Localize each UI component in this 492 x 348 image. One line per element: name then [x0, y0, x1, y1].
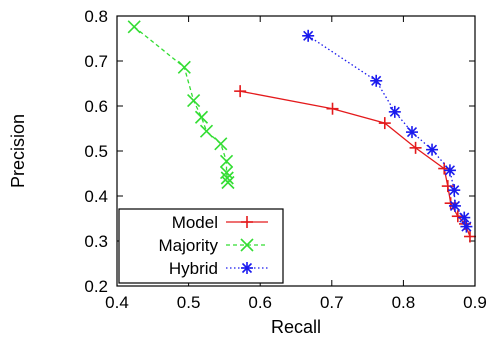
hybrid-data-point — [388, 105, 401, 118]
hybrid-data-point — [370, 74, 383, 87]
x-axis-title: Recall — [271, 317, 321, 337]
y-tick-label: 0.7 — [84, 52, 108, 71]
majority-series-line — [133, 26, 229, 183]
x-tick-label: 0.6 — [248, 293, 272, 312]
hybrid-data-point — [443, 164, 456, 177]
model-data-point — [378, 117, 391, 130]
y-tick-label: 0.8 — [84, 7, 108, 26]
legend-label-model: Model — [172, 213, 218, 232]
hybrid-data-point — [426, 143, 439, 156]
hybrid-data-point — [460, 220, 473, 233]
hybrid-series-line — [307, 35, 468, 227]
legend-marker-majority — [240, 238, 254, 252]
majority-data-point — [214, 137, 228, 151]
x-tick-label: 0.8 — [392, 293, 416, 312]
legend: Model Majority Hybrid — [118, 208, 284, 284]
plot-frame — [116, 15, 476, 287]
legend-label-hybrid: Hybrid — [169, 259, 218, 278]
majority-data-point — [221, 175, 235, 190]
series-layer — [127, 20, 476, 243]
tick-label-layer: 0.4 0.5 0.6 0.7 0.8 0.9 0.2 0.3 0.4 0.5 0.6 0.7 0.8 — [84, 7, 486, 312]
model-data-point — [409, 141, 422, 154]
x-tick-label: 0.7 — [320, 293, 344, 312]
model-data-point — [463, 230, 476, 243]
majority-data-point — [219, 154, 234, 168]
hybrid-data-point — [448, 199, 461, 212]
majority-data-point — [220, 171, 234, 185]
legend-marker-hybrid — [241, 262, 253, 274]
hybrid-data-point — [458, 211, 471, 224]
y-tick-label: 0.2 — [84, 277, 108, 296]
legend-marker-model — [241, 216, 253, 228]
legend-label-majority: Majority — [158, 236, 218, 255]
majority-data-point — [199, 124, 214, 138]
model-data-point — [441, 180, 454, 193]
x-tick-label: 0.9 — [463, 293, 487, 312]
model-data-point — [234, 85, 247, 98]
hybrid-data-point — [302, 29, 315, 42]
legend-box — [118, 208, 284, 284]
y-axis-title: Precision — [8, 114, 28, 188]
majority-data-point — [187, 94, 201, 108]
y-tick-label: 0.5 — [84, 142, 108, 161]
y-tick-label: 0.3 — [84, 232, 108, 251]
majority-data-point — [194, 110, 209, 124]
y-tick-label: 0.6 — [84, 97, 108, 116]
model-data-point — [326, 102, 339, 115]
x-tick-label: 0.4 — [105, 293, 129, 312]
x-tick-label: 0.5 — [177, 293, 201, 312]
y-tick-label: 0.4 — [84, 187, 108, 206]
majority-data-point — [127, 20, 141, 34]
hybrid-data-point — [405, 126, 418, 139]
majority-data-point — [177, 60, 191, 74]
hybrid-data-point — [448, 184, 461, 197]
